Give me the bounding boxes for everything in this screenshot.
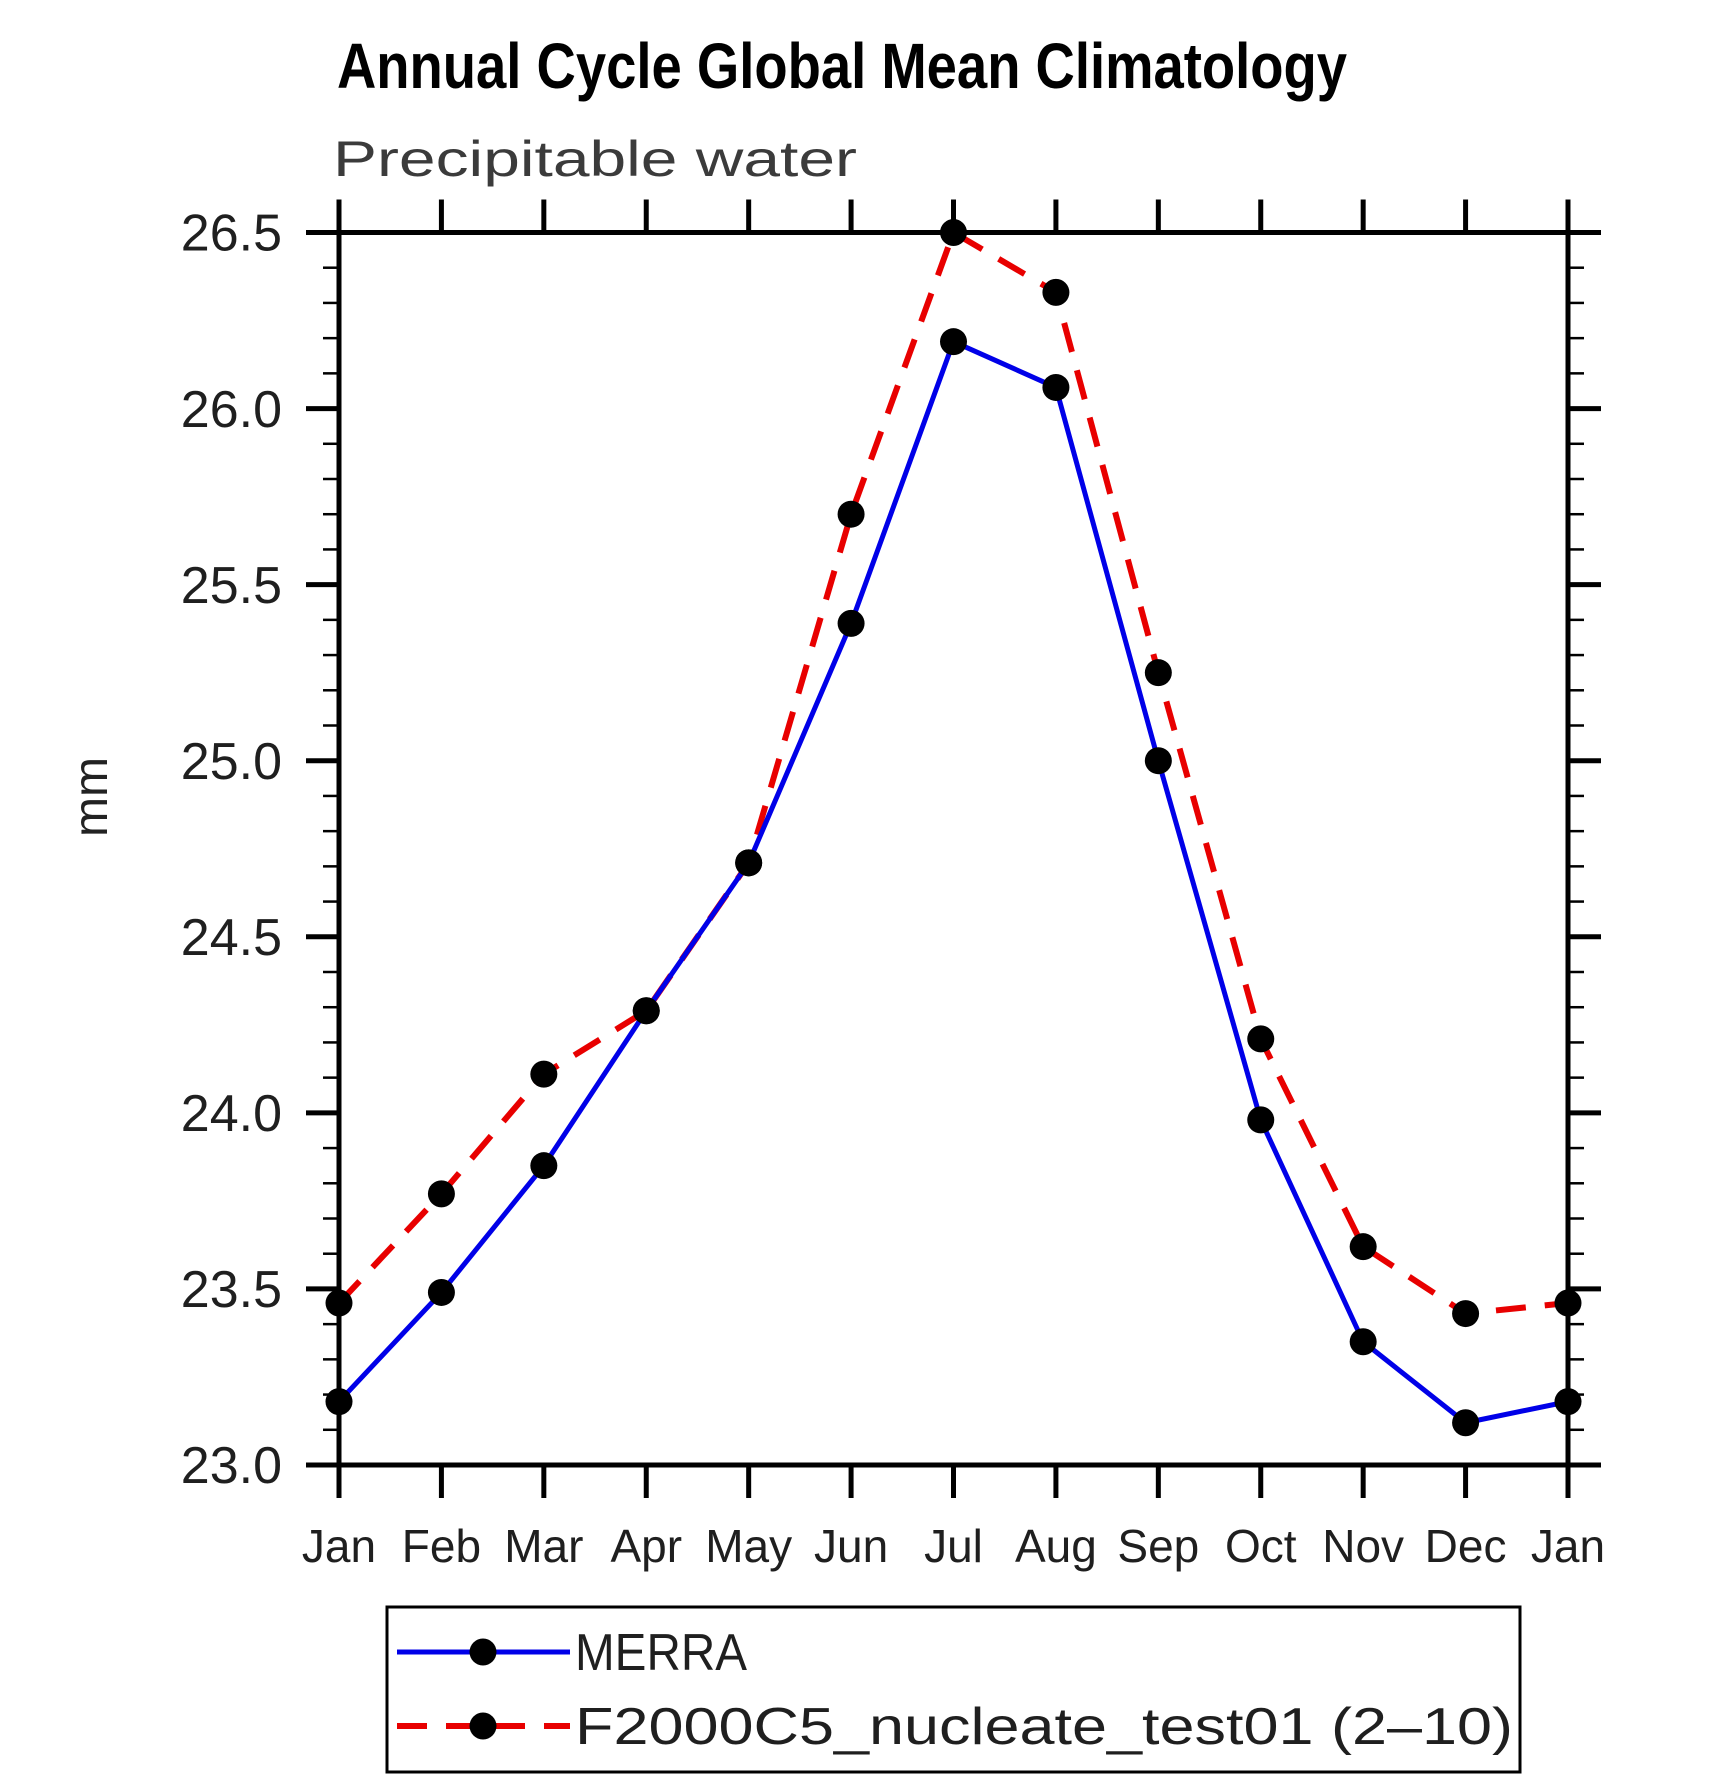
- month-label: Feb: [402, 1520, 481, 1572]
- chart-title: Annual Cycle Global Mean Climatology: [337, 30, 1347, 102]
- y-tick-label: 26.0: [181, 381, 282, 439]
- data-point-dot: [1554, 1289, 1582, 1317]
- data-point-dot: [1042, 373, 1070, 401]
- month-label: Dec: [1425, 1520, 1507, 1572]
- data-point-dot: [1554, 1388, 1582, 1416]
- legend-marker-merra: [469, 1638, 497, 1666]
- data-point-dot: [940, 219, 967, 246]
- y-axis-label: mm: [65, 757, 118, 837]
- data-point-dot: [1042, 278, 1070, 306]
- legend-label-merra: MERRA: [575, 1624, 747, 1682]
- data-point-dot: [1247, 1106, 1275, 1134]
- y-tick-label: 25.5: [181, 557, 282, 615]
- legend-label-f2000c5: F2000C5_nucleate_test01 (2–10): [575, 1698, 1513, 1756]
- legend-marker-f2000c5: [469, 1712, 497, 1740]
- data-point-dot: [427, 1278, 455, 1306]
- y-tick-label: 25.0: [181, 733, 282, 791]
- legend: MERRA F2000C5_nucleate_test01 (2–10): [385, 1605, 1522, 1774]
- data-point-dot: [632, 997, 660, 1025]
- data-point-dot: [1144, 747, 1172, 775]
- month-label: Jan: [1531, 1520, 1605, 1572]
- month-label: May: [705, 1520, 792, 1572]
- data-point-dot: [1144, 659, 1172, 687]
- data-point-dot: [1349, 1328, 1377, 1356]
- data-point-dot: [530, 1060, 558, 1088]
- month-label: Jul: [924, 1520, 983, 1572]
- data-point-dot: [1452, 1300, 1480, 1328]
- data-point-dot: [325, 1388, 353, 1416]
- series-line-f2000c5: [336, 229, 1569, 1317]
- chart-subtitle: Precipitable water: [333, 131, 857, 187]
- y-tick-label: 24.5: [181, 909, 282, 967]
- y-tick-label: 23.0: [181, 1437, 282, 1495]
- data-point-dot: [325, 1289, 353, 1317]
- month-label: Aug: [1015, 1520, 1097, 1572]
- y-tick-label: 26.5: [181, 205, 282, 263]
- month-label: Sep: [1117, 1520, 1199, 1572]
- data-point-dot: [1349, 1233, 1377, 1261]
- month-label: Oct: [1225, 1520, 1297, 1572]
- data-point-dot: [427, 1180, 455, 1208]
- data-point-dot: [1452, 1409, 1480, 1437]
- month-label: Apr: [610, 1520, 682, 1572]
- month-label: Mar: [504, 1520, 583, 1572]
- series-group: [325, 219, 1582, 1437]
- month-label: Jan: [302, 1520, 376, 1572]
- y-tick-label: 23.5: [181, 1261, 282, 1319]
- data-point-dot: [837, 500, 865, 528]
- month-label: Jun: [814, 1520, 888, 1572]
- axes-group: 23.0 23.5 24.0 24.5 25.0 25.5 26.0 26.5 Jan Feb Ma…: [181, 199, 1605, 1572]
- data-point-dot: [735, 849, 763, 877]
- month-label: Nov: [1322, 1520, 1404, 1572]
- data-point-dot: [940, 328, 967, 356]
- y-tick-label: 24.0: [181, 1085, 282, 1143]
- legend-box: [385, 1605, 1522, 1774]
- data-point-dot: [530, 1152, 558, 1180]
- data-point-dot: [1247, 1025, 1275, 1053]
- data-point-dot: [837, 609, 865, 637]
